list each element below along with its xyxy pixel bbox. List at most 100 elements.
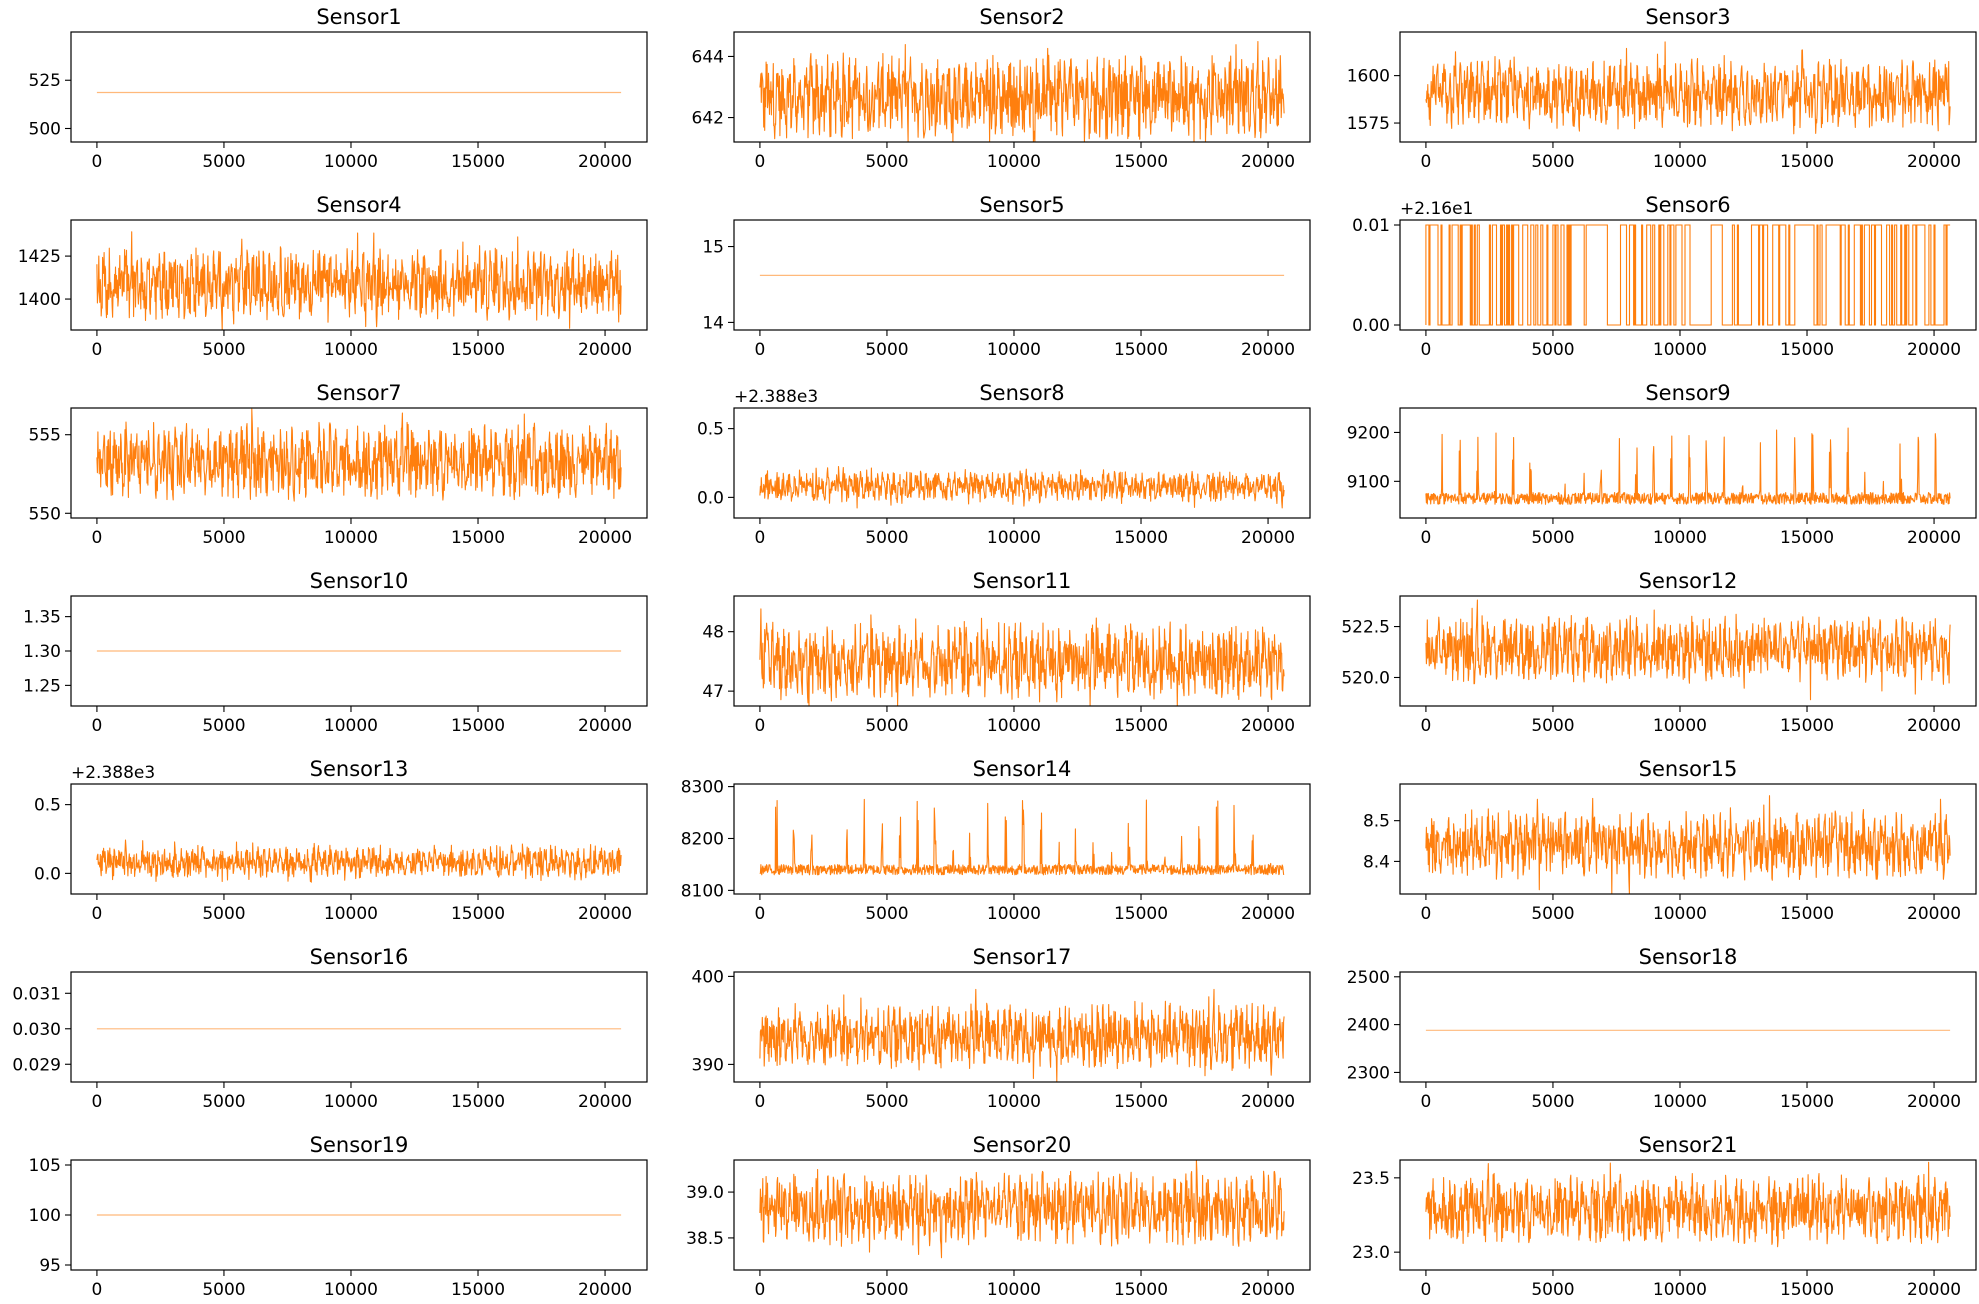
- x-tick-label: 15000: [1780, 528, 1834, 548]
- x-tick-label: 15000: [1780, 904, 1834, 924]
- y-tick-label: 1.35: [23, 608, 61, 628]
- axes-frame: [1399, 1159, 1977, 1271]
- x-tick-label: 20000: [1241, 340, 1295, 360]
- x-tick-label: 15000: [1114, 152, 1168, 172]
- x-tick-label: 10000: [987, 152, 1041, 172]
- x-tick-label: 10000: [1653, 1092, 1707, 1112]
- series-line: [96, 839, 622, 883]
- axes-frame: [1399, 31, 1977, 143]
- x-tick-label: 20000: [578, 528, 632, 548]
- x-tick-label: 5000: [865, 152, 908, 172]
- y-tick-label: 15: [702, 238, 724, 258]
- subplot-sensor12: Sensor12 0 5000 10000 15000 20000 520.0 522.5: [1341, 569, 1977, 736]
- axes-frame: [1399, 971, 1977, 1083]
- subplot-sensor20: Sensor20 0 5000 10000 15000 20000 38.5 39.0: [686, 1133, 1311, 1300]
- x-tick-label: 15000: [451, 340, 505, 360]
- y-tick-label: 0.00: [1352, 316, 1390, 336]
- y-tick-label: 555: [29, 426, 61, 446]
- series-line: [759, 41, 1285, 143]
- x-tick-label: 5000: [1531, 716, 1574, 736]
- y-tick-label: 9200: [1347, 423, 1390, 443]
- subplot-title: Sensor13: [310, 757, 409, 781]
- subplot-sensor18: Sensor18 0 5000 10000 15000 20000 2300 2400 2500: [1347, 945, 1977, 1112]
- x-tick-label: 20000: [578, 904, 632, 924]
- x-tick-label: 0: [755, 152, 766, 172]
- series-line: [1425, 1161, 1951, 1248]
- subplot-title: Sensor21: [1639, 1133, 1738, 1157]
- y-tick-label: 23.0: [1352, 1243, 1390, 1263]
- series-line: [1425, 427, 1951, 505]
- series-line: [1425, 795, 1951, 895]
- subplot-title: Sensor14: [973, 757, 1072, 781]
- x-tick-label: 15000: [451, 528, 505, 548]
- x-tick-label: 20000: [578, 1092, 632, 1112]
- y-tick-label: 1.30: [23, 642, 61, 662]
- x-tick-label: 20000: [1907, 904, 1961, 924]
- subplot-sensor7: Sensor7 0 5000 10000 15000 20000 550 555: [29, 381, 648, 548]
- x-tick-label: 15000: [1780, 1092, 1834, 1112]
- subplot-sensor14: Sensor14 0 5000 10000 15000 20000 8100 8200 8300: [681, 757, 1311, 924]
- subplot-sensor11: Sensor11 0 5000 10000 15000 20000 47 48: [702, 569, 1311, 736]
- axes-frame: [733, 219, 1311, 331]
- y-tick-label: 1400: [18, 290, 61, 310]
- subplot-sensor19: Sensor19 0 5000 10000 15000 20000 95 100 105: [29, 1133, 648, 1300]
- y-tick-label: 1425: [18, 247, 61, 267]
- y-tick-label: 8300: [681, 778, 724, 798]
- x-tick-label: 20000: [1907, 152, 1961, 172]
- x-tick-label: 10000: [324, 904, 378, 924]
- x-tick-label: 5000: [865, 340, 908, 360]
- subplot-title: Sensor19: [310, 1133, 409, 1157]
- x-tick-label: 15000: [1780, 340, 1834, 360]
- x-tick-label: 20000: [1241, 716, 1295, 736]
- axes-frame: [733, 407, 1311, 519]
- subplot-sensor13: Sensor13 +2.388e3 0 5000 10000 15000 20000 0.0 0…: [34, 757, 648, 924]
- x-tick-label: 20000: [1241, 152, 1295, 172]
- x-tick-label: 15000: [1114, 1092, 1168, 1112]
- y-tick-label: 8200: [681, 829, 724, 849]
- x-tick-label: 0: [92, 904, 103, 924]
- y-tick-label: 0.030: [12, 1020, 61, 1040]
- y-tick-label: 520.0: [1341, 668, 1390, 688]
- x-tick-label: 0: [755, 716, 766, 736]
- subplot-sensor16: Sensor16 0 5000 10000 15000 20000 0.029 0.030 0.…: [12, 945, 648, 1112]
- x-tick-label: 0: [1421, 528, 1432, 548]
- y-tick-label: 500: [29, 119, 61, 139]
- x-tick-label: 5000: [1531, 340, 1574, 360]
- subplot-title: Sensor9: [1645, 381, 1730, 405]
- y-tick-label: 1.25: [23, 676, 61, 696]
- x-tick-label: 20000: [1907, 716, 1961, 736]
- x-tick-label: 10000: [324, 716, 378, 736]
- offset-text: +2.16e1: [1400, 199, 1473, 219]
- x-tick-label: 0: [92, 152, 103, 172]
- subplot-title: Sensor15: [1639, 757, 1738, 781]
- y-tick-label: 38.5: [686, 1229, 724, 1249]
- subplot-sensor1: Sensor1 0 5000 10000 15000 20000 500 525: [29, 5, 648, 172]
- x-tick-label: 15000: [451, 1280, 505, 1300]
- x-tick-label: 10000: [1653, 1280, 1707, 1300]
- x-tick-label: 5000: [1531, 1280, 1574, 1300]
- subplot-sensor9: Sensor9 0 5000 10000 15000 20000 9100 9200: [1347, 381, 1977, 548]
- subplot-sensor15: Sensor15 0 5000 10000 15000 20000 8.4 8.5: [1363, 757, 1977, 924]
- x-tick-label: 5000: [1531, 904, 1574, 924]
- x-tick-label: 20000: [1241, 1280, 1295, 1300]
- x-tick-label: 20000: [1241, 904, 1295, 924]
- y-tick-label: 105: [29, 1156, 61, 1176]
- x-tick-label: 20000: [578, 716, 632, 736]
- x-tick-label: 20000: [578, 152, 632, 172]
- x-tick-label: 10000: [1653, 528, 1707, 548]
- y-tick-label: 1575: [1347, 114, 1390, 134]
- subplot-title: Sensor17: [973, 945, 1072, 969]
- subplot-title: Sensor10: [310, 569, 409, 593]
- axes-frame: [70, 971, 648, 1083]
- subplot-title: Sensor16: [310, 945, 409, 969]
- x-tick-label: 0: [1421, 340, 1432, 360]
- subplot-title: Sensor11: [973, 569, 1072, 593]
- x-tick-label: 5000: [202, 716, 245, 736]
- x-tick-label: 5000: [865, 904, 908, 924]
- x-tick-label: 20000: [1907, 1092, 1961, 1112]
- y-tick-label: 8100: [681, 881, 724, 901]
- series-line: [759, 608, 1285, 707]
- y-tick-label: 0.5: [34, 796, 61, 816]
- x-tick-label: 0: [92, 340, 103, 360]
